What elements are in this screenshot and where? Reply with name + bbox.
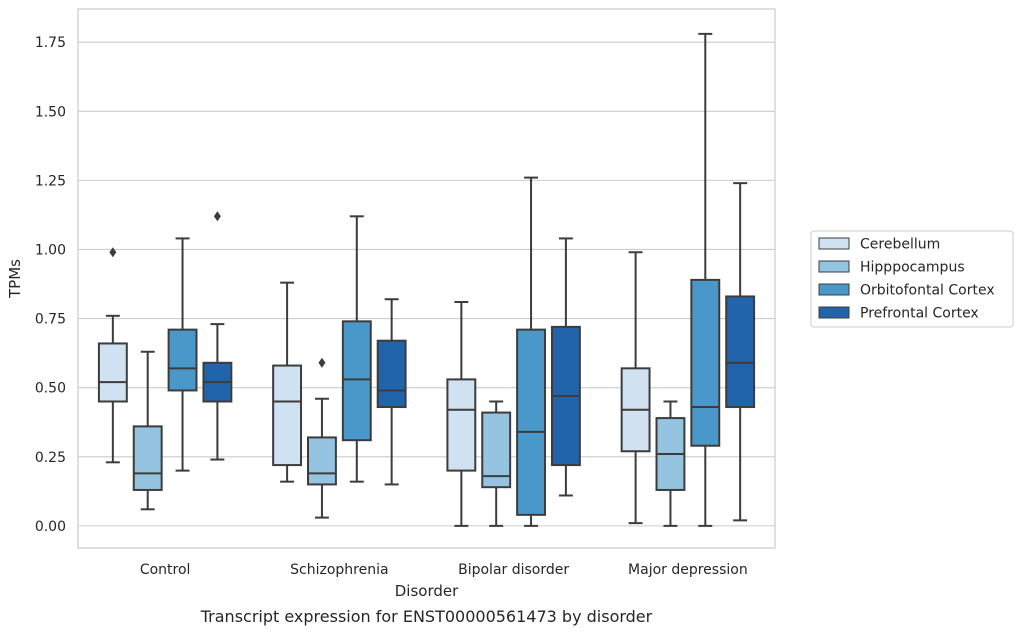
y-tick-label: 1.00 [35,242,66,258]
x-tick-label: Control [140,562,191,578]
box-orbitofontal-cortex [167,237,198,472]
outlier-point [109,247,117,258]
x-axis-title: Disorder [395,582,459,600]
box-iqr [97,342,128,403]
box-cerebellum [446,300,477,527]
legend-label: Cerebellum [860,237,940,253]
box-prefrontal-cortex [725,182,756,522]
legend-label: Orbitofontal Cortex [860,283,995,299]
box-iqr [167,328,198,392]
box-orbitofontal-cortex [516,176,546,527]
legend-swatch [818,237,850,250]
y-axis-ticks: 0.00 0.25 0.50 0.75 1.00 1.25 1.50 1.75 [35,35,66,535]
y-tick-label: 0.25 [35,450,66,466]
x-axis-ticks: Control Schizophrenia Bipolar disorder Majo… [140,562,748,578]
box-iqr [516,328,546,516]
x-tick-label: Schizophrenia [290,562,388,578]
box-prefrontal-cortex [550,237,581,497]
chart-caption: Transcript expression for ENST0000056147… [200,607,653,626]
box-iqr [272,364,303,467]
box-iqr [132,425,163,491]
box-iqr [446,378,477,472]
legend-swatch [818,260,850,273]
box-iqr [307,436,337,486]
box-iqr [690,278,721,447]
box-hipppocampus [481,400,512,527]
box-hipppocampus [655,400,686,527]
legend-item: Orbitofontal Cortex [818,283,995,299]
y-tick-label: 0.50 [35,381,66,397]
box-orbitofontal-cortex [341,215,372,483]
box-cerebellum [272,281,303,483]
legend-swatch [818,283,850,296]
x-tick-label: Major depression [628,562,748,578]
box-series [97,32,756,527]
y-tick-label: 1.75 [35,35,66,51]
legend: Cerebellum Hipppocampus Orbitofontal Corte… [810,230,1014,328]
box-cerebellum [97,247,128,464]
x-tick-label: Bipolar disorder [458,562,569,578]
y-tick-label: 1.50 [35,104,66,120]
box-prefrontal-cortex [202,211,233,461]
legend-item: Prefrontal Cortex [818,306,979,322]
plot-area-frame [77,8,776,549]
box-orbitofontal-cortex [690,32,721,527]
box-hipppocampus [132,350,163,511]
box-iqr [725,295,756,409]
y-tick-label: 1.25 [35,173,66,189]
legend-item: Cerebellum [818,237,940,253]
legend-label: Hipppocampus [860,260,965,276]
legend-item: Hipppocampus [818,260,965,276]
legend-frame [810,230,1014,328]
y-tick-label: 0.75 [35,312,66,328]
legend-label: Prefrontal Cortex [860,306,979,322]
box-prefrontal-cortex [376,298,407,486]
y-tick-label: 0.00 [35,519,66,535]
outlier-point [213,211,221,222]
box-cerebellum [620,251,651,525]
box-iqr [376,339,407,409]
box-iqr [341,320,372,442]
y-axis-title: TPMs [6,259,24,299]
legend-swatch [818,306,850,319]
outlier-point [318,357,326,368]
box-iqr [481,411,512,489]
box-hipppocampus [307,357,337,519]
